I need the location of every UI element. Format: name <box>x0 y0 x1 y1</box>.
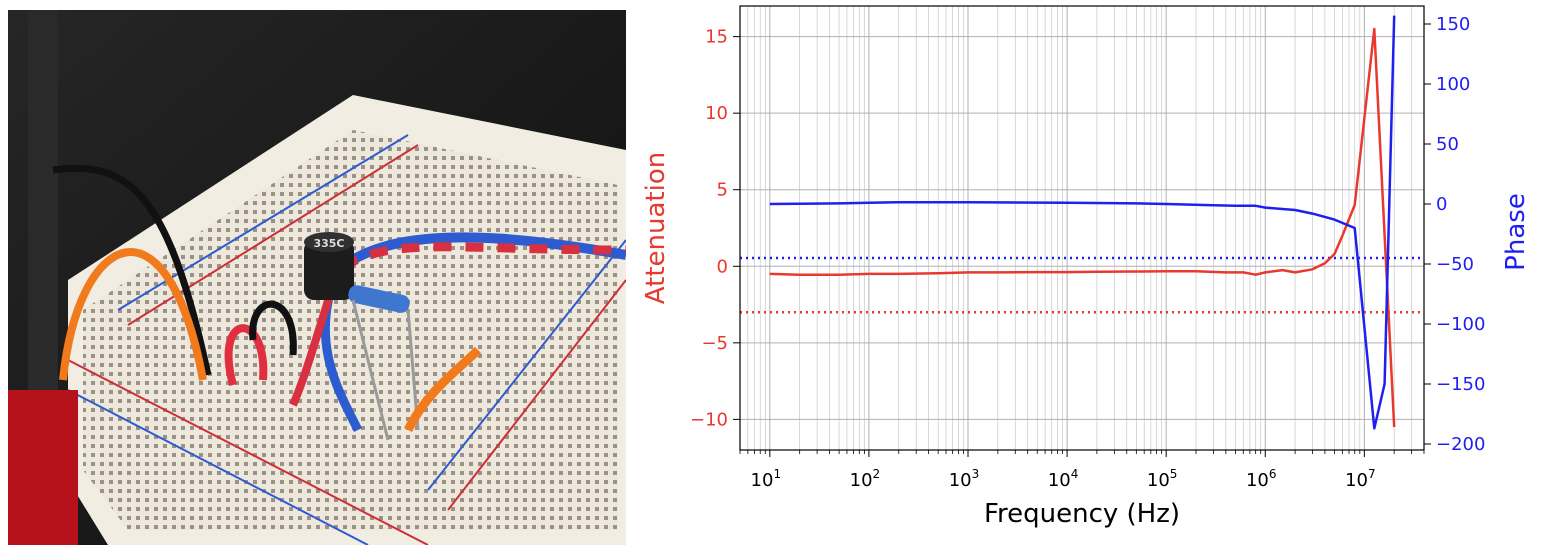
x-tick-label: 107 <box>1345 467 1376 491</box>
resistor <box>348 285 410 313</box>
left-axis-ticks: 15 10 5 0 −5 −10 <box>690 27 740 430</box>
left-tick-label: 15 <box>705 27 728 48</box>
x-axis-ticks: 101 102 103 104 105 106 107 <box>739 450 1425 491</box>
inductor <box>304 240 354 300</box>
left-axis-label: Attenuation <box>641 152 671 304</box>
right-tick-label: −50 <box>1436 254 1474 275</box>
right-axis-label: Phase <box>1501 193 1531 271</box>
right-tick-label: 0 <box>1436 194 1447 215</box>
x-tick-label: 102 <box>850 467 881 491</box>
right-tick-label: −200 <box>1436 434 1485 455</box>
left-tick-label: −10 <box>690 409 728 430</box>
left-tick-label: −5 <box>701 333 728 354</box>
right-tick-label: −150 <box>1436 374 1485 395</box>
right-axis-ticks: 150 100 50 0 −50 −100 −150 −200 <box>1424 14 1485 455</box>
left-tick-label: 0 <box>717 256 728 277</box>
major-gridlines <box>740 6 1424 450</box>
x-tick-label: 105 <box>1147 467 1178 491</box>
right-tick-label: 50 <box>1436 134 1459 155</box>
minor-gridlines <box>739 6 1425 450</box>
left-tick-label: 10 <box>705 103 728 124</box>
inductor-marking: 335C <box>313 237 344 250</box>
x-tick-label: 103 <box>949 467 980 491</box>
x-axis-label: Frequency (Hz) <box>984 499 1180 529</box>
right-tick-label: −100 <box>1436 314 1485 335</box>
series-layer <box>769 15 1396 430</box>
x-tick-label: 104 <box>1048 467 1079 491</box>
right-tick-label: 100 <box>1436 74 1470 95</box>
plot-frame <box>739 5 1425 451</box>
x-tick-label: 101 <box>751 467 782 491</box>
breadboard-photo: 335C <box>8 10 626 545</box>
reference-lines <box>740 256 1424 314</box>
phase-series <box>769 15 1396 430</box>
attenuation-series <box>769 27 1396 428</box>
right-tick-label: 150 <box>1436 14 1470 35</box>
x-tick-label: 106 <box>1246 467 1277 491</box>
probe <box>8 390 78 545</box>
left-tick-label: 5 <box>717 180 728 201</box>
